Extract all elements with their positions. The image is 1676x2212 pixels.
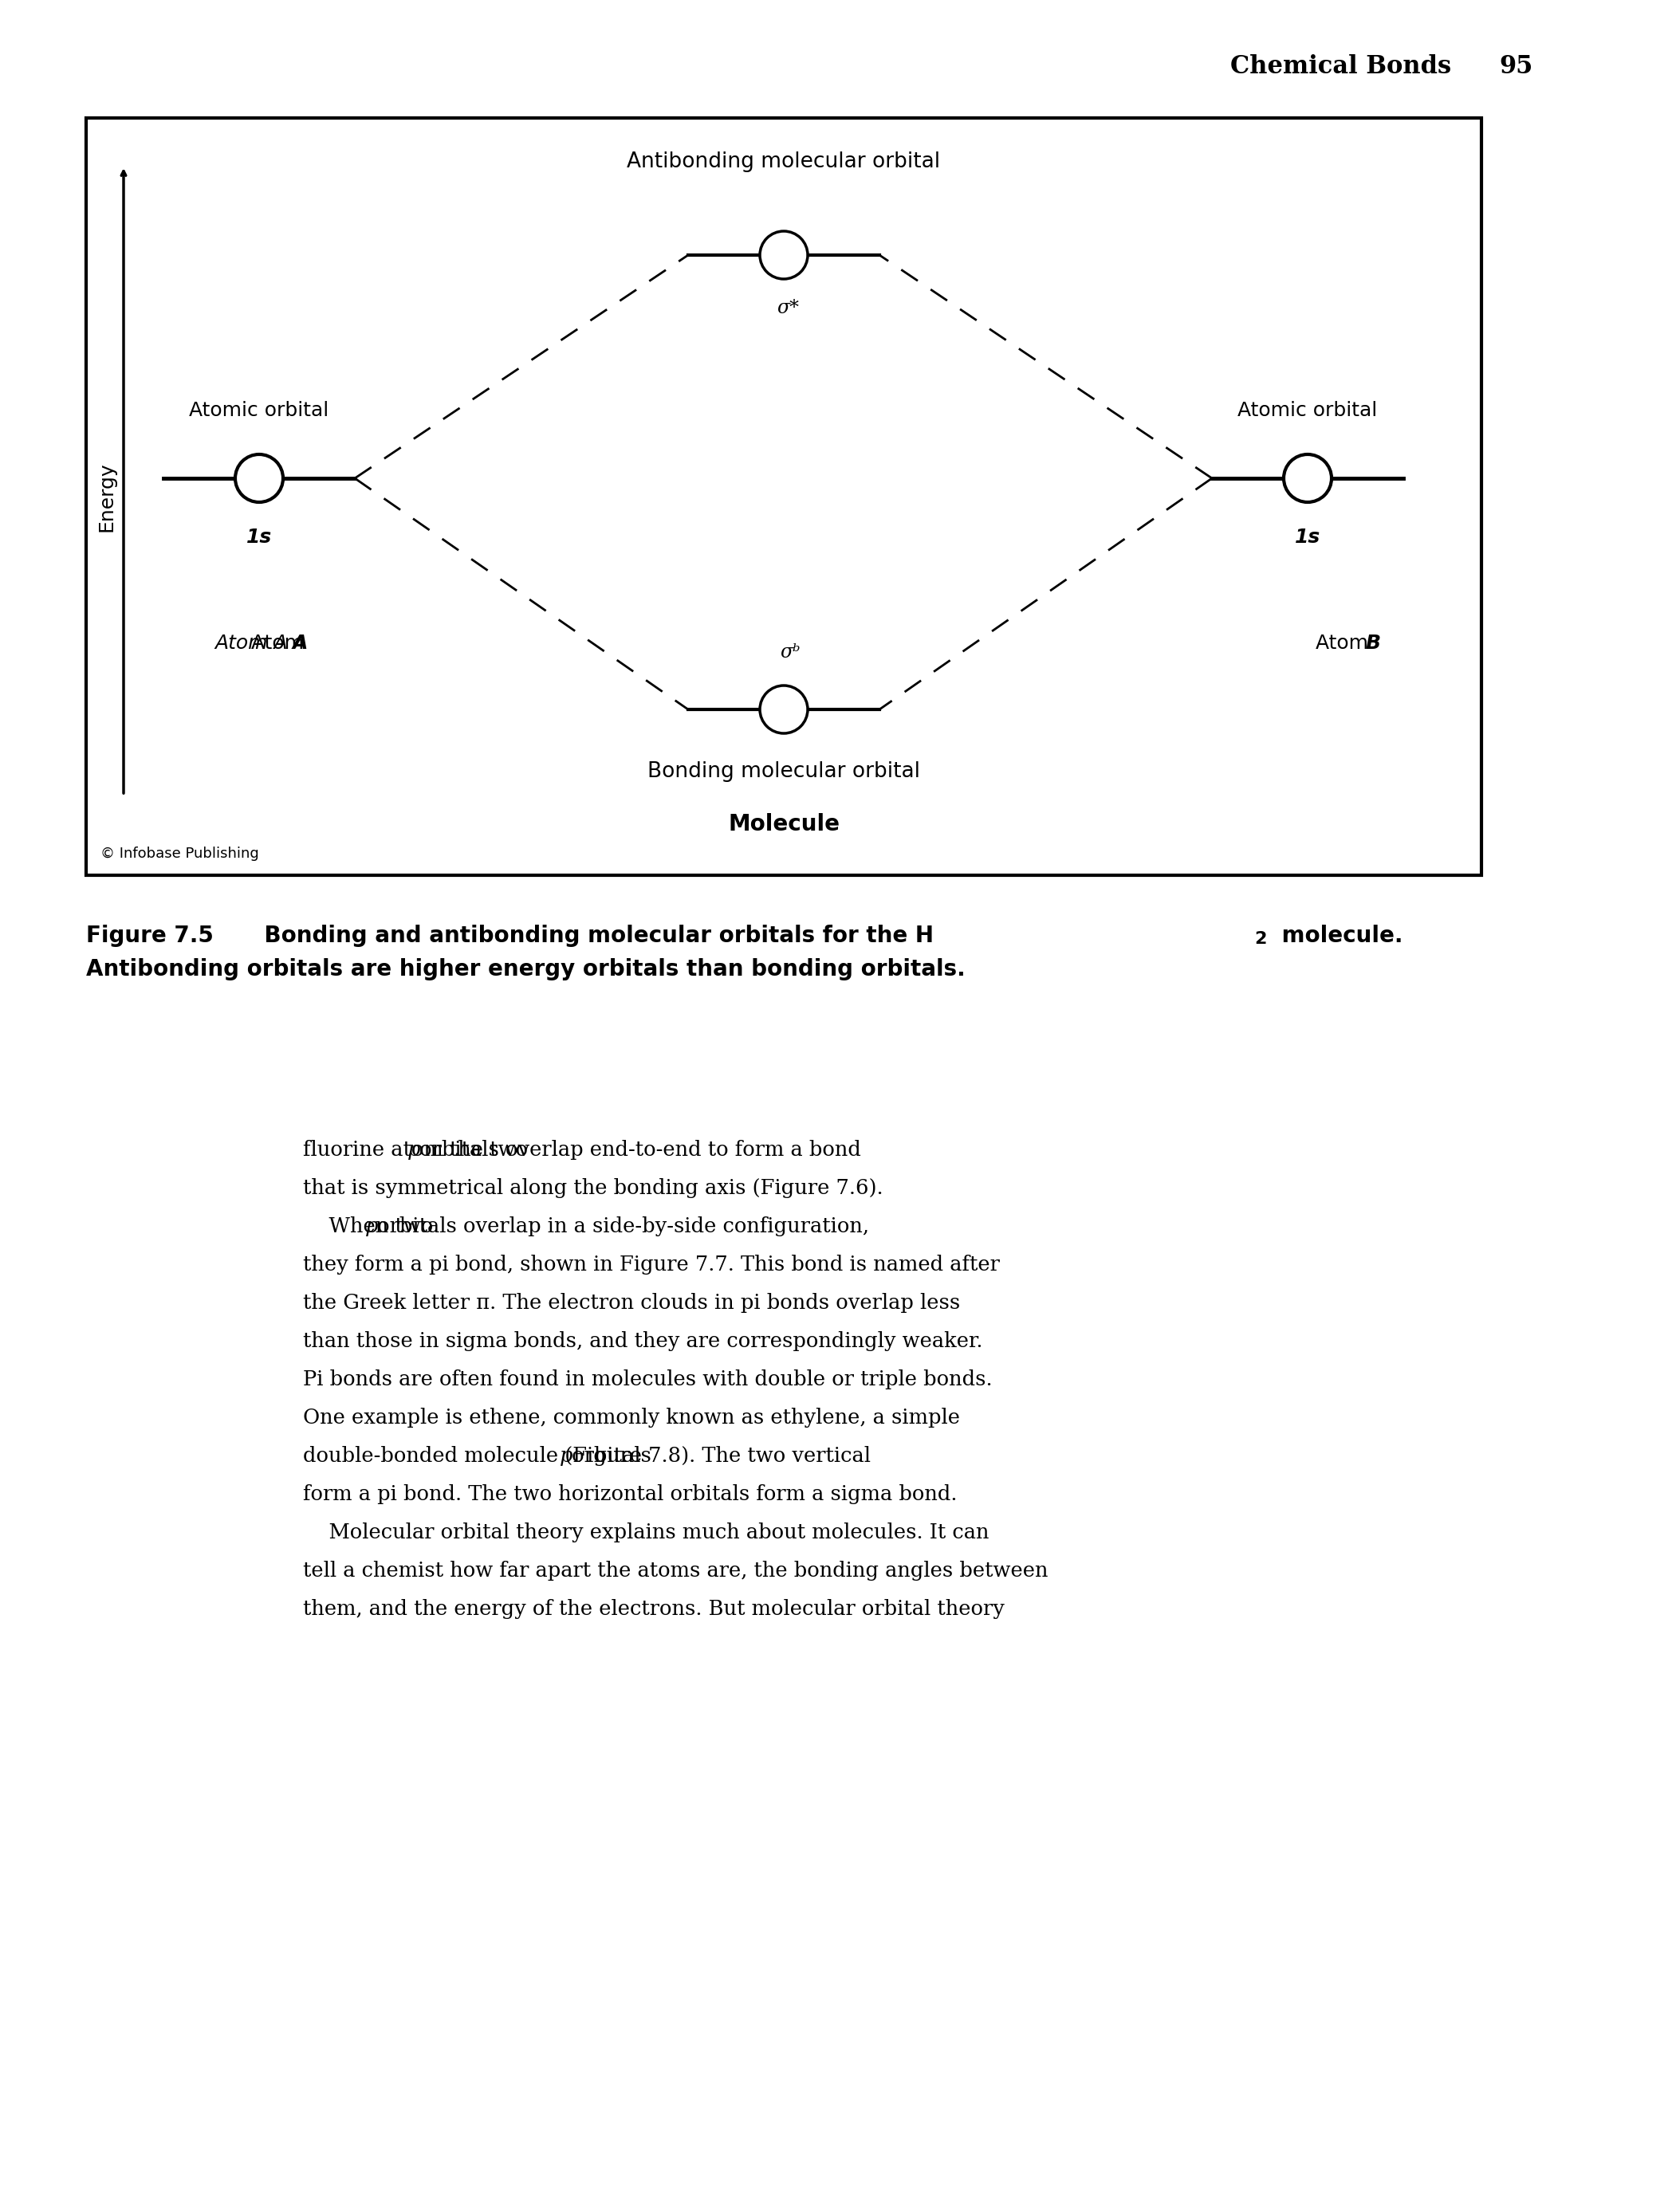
Bar (85, 117, 1482, 876)
Text: Molecule: Molecule (727, 814, 840, 836)
Text: form a pi bond. The two horizontal orbitals form a sigma bond.: form a pi bond. The two horizontal orbit… (303, 1484, 957, 1504)
Circle shape (1284, 453, 1331, 502)
Text: B: B (1364, 633, 1381, 653)
Text: the Greek letter π. The electron clouds in pi bonds overlap less: the Greek letter π. The electron clouds … (303, 1294, 960, 1314)
Text: Bonding and antibonding molecular orbitals for the H: Bonding and antibonding molecular orbita… (233, 925, 934, 947)
Text: orbitals overlap in a side-by-side configuration,: orbitals overlap in a side-by-side confi… (370, 1217, 868, 1237)
Text: p: p (560, 1447, 573, 1467)
Text: σ*: σ* (776, 299, 799, 316)
Text: 2: 2 (1254, 931, 1267, 947)
Text: Pi bonds are often found in molecules with double or triple bonds.: Pi bonds are often found in molecules wi… (303, 1369, 992, 1389)
Text: that is symmetrical along the bonding axis (Figure 7.6).: that is symmetrical along the bonding ax… (303, 1179, 883, 1199)
Text: molecule.: molecule. (1274, 925, 1403, 947)
Text: 1s: 1s (1296, 529, 1321, 546)
Text: Antibonding orbitals are higher energy orbitals than bonding orbitals.: Antibonding orbitals are higher energy o… (85, 958, 965, 980)
Text: Atom A: Atom A (215, 633, 288, 653)
Circle shape (759, 686, 808, 734)
Text: Atom: Atom (251, 633, 310, 653)
Text: Energy: Energy (97, 462, 116, 531)
Text: Chemical Bonds: Chemical Bonds (1230, 55, 1451, 80)
Text: they form a pi bond, shown in Figure 7.7. This bond is named after: they form a pi bond, shown in Figure 7.7… (303, 1254, 1001, 1274)
Text: tell a chemist how far apart the atoms are, the bonding angles between: tell a chemist how far apart the atoms a… (303, 1562, 1048, 1582)
Text: them, and the energy of the electrons. But molecular orbital theory: them, and the energy of the electrons. B… (303, 1599, 1004, 1619)
Text: than those in sigma bonds, and they are correspondingly weaker.: than those in sigma bonds, and they are … (303, 1332, 982, 1352)
Text: A: A (293, 633, 308, 653)
Text: Molecular orbital theory explains much about molecules. It can: Molecular orbital theory explains much a… (303, 1522, 989, 1542)
Text: Atomic orbital: Atomic orbital (1239, 400, 1378, 420)
Text: Atom: Atom (1316, 633, 1374, 653)
Text: orbitals overlap end-to-end to form a bond: orbitals overlap end-to-end to form a bo… (414, 1139, 861, 1159)
Text: One example is ethene, commonly known as ethylene, a simple: One example is ethene, commonly known as… (303, 1407, 960, 1427)
Text: fluorine atom the two: fluorine atom the two (303, 1139, 535, 1159)
Circle shape (759, 232, 808, 279)
Circle shape (235, 453, 283, 502)
Text: Figure 7.5: Figure 7.5 (85, 925, 213, 947)
Text: © Infobase Publishing: © Infobase Publishing (101, 847, 258, 860)
Text: Atomic orbital: Atomic orbital (189, 400, 328, 420)
Text: When two: When two (303, 1217, 439, 1237)
Text: orbitals: orbitals (565, 1447, 652, 1467)
Text: 1s: 1s (246, 529, 272, 546)
Text: p: p (407, 1139, 421, 1159)
Text: double-bonded molecule (Figure 7.8). The two vertical: double-bonded molecule (Figure 7.8). The… (303, 1447, 877, 1467)
Text: Antibonding molecular orbital: Antibonding molecular orbital (627, 150, 940, 173)
Text: 95: 95 (1498, 55, 1532, 80)
Text: Bonding molecular orbital: Bonding molecular orbital (647, 761, 920, 783)
Text: p: p (365, 1217, 379, 1237)
Text: σᵇ: σᵇ (779, 644, 801, 661)
